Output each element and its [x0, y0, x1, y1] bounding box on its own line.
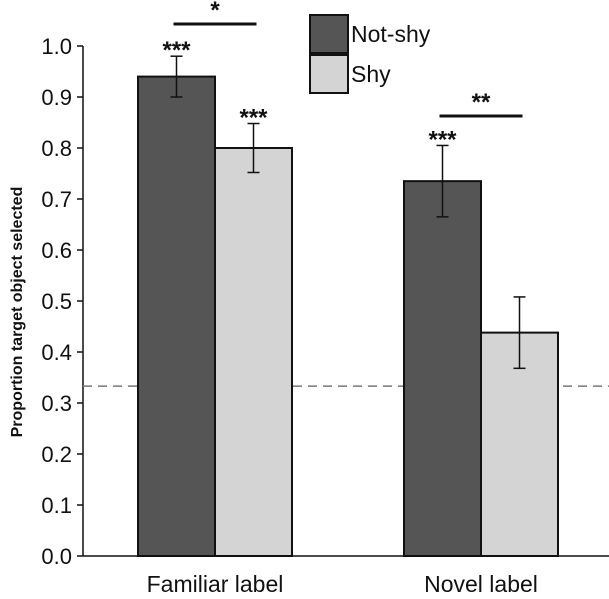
- y-tick-label: 0.3: [41, 391, 72, 416]
- legend-swatch-shy: [309, 54, 349, 94]
- legend-label: Shy: [351, 61, 391, 87]
- y-tick-label: 0.7: [41, 187, 72, 212]
- bars-group: [137, 75, 559, 557]
- significance-annotations: ************: [162, 0, 523, 153]
- y-tick-label: 0.6: [41, 238, 72, 263]
- y-tick-label: 0.5: [41, 289, 72, 314]
- legend-label: Not-shy: [351, 21, 431, 47]
- bar-not-shy-0: [137, 75, 216, 557]
- y-tick-label: 0.4: [41, 340, 72, 365]
- error-bars-group: [170, 55, 526, 370]
- significance-stars: ***: [428, 126, 457, 153]
- legend-swatch-not-shy: [309, 14, 349, 54]
- y-tick-label: 1.0: [41, 34, 72, 59]
- significance-stars: ***: [239, 105, 268, 132]
- y-tick-label: 0.0: [41, 544, 72, 569]
- x-tick-label: Novel label: [424, 571, 538, 597]
- y-axis-label: Proportion target object selected: [9, 187, 26, 438]
- bar-shy-0: [214, 147, 293, 557]
- significance-stars: ***: [162, 37, 191, 64]
- x-tick-label: Familiar label: [147, 571, 284, 597]
- y-tick-label: 0.2: [41, 442, 72, 467]
- bar-not-shy-1: [403, 180, 482, 557]
- y-tick-label: 0.8: [41, 136, 72, 161]
- y-axis: 0.0 0.1 0.2 0.3 0.4 0.5 0.6 0.7 0.8 0.9 1.0: [41, 34, 84, 569]
- legend: Not-shy Shy: [309, 14, 431, 94]
- y-tick-label: 0.9: [41, 85, 72, 110]
- comparison-stars: **: [472, 89, 491, 116]
- x-axis: Familiar label Novel label: [83, 555, 609, 597]
- comparison-stars: *: [210, 0, 220, 24]
- y-tick-label: 0.1: [41, 493, 72, 518]
